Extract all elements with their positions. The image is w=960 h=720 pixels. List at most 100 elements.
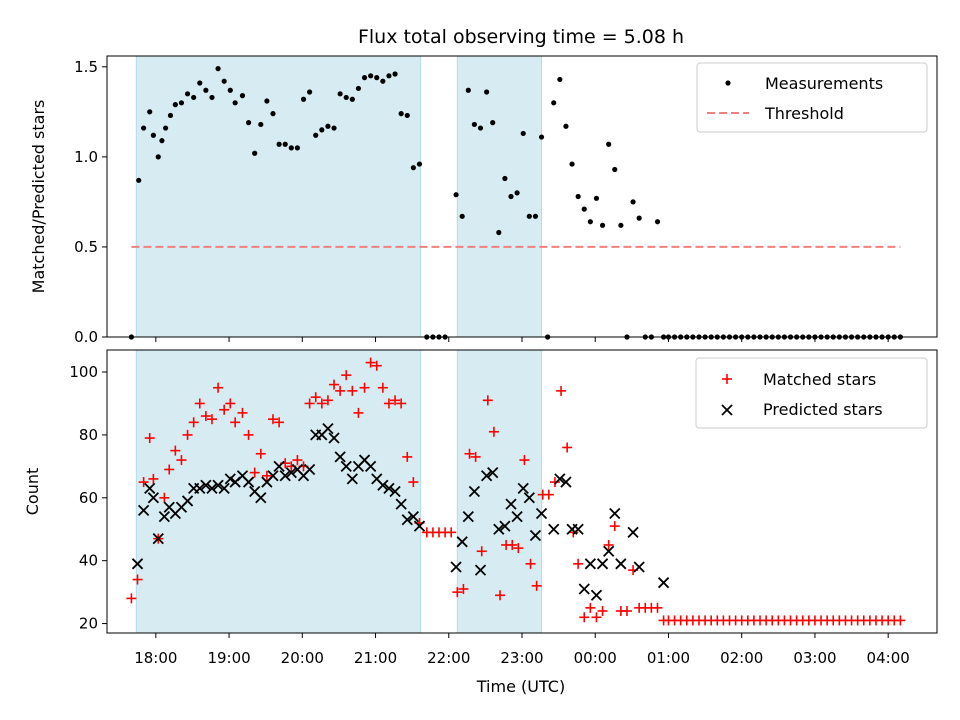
bottom-data-points	[126, 357, 906, 626]
measurement-point	[147, 109, 153, 115]
matched-star-point	[396, 398, 407, 409]
matched-star-point	[562, 442, 573, 453]
y-tick-label: 60	[79, 489, 98, 507]
predicted-star-point	[480, 470, 493, 482]
measurement-point	[514, 190, 520, 196]
matched-star-point	[488, 426, 499, 437]
y-tick-label: 0.5	[74, 238, 98, 256]
matched-star-point	[591, 612, 602, 623]
matched-star-point	[200, 411, 211, 422]
predicted-star-point	[194, 482, 206, 494]
x-tick-label: 23:00	[500, 649, 543, 667]
predicted-star-point	[572, 523, 584, 535]
x-tick-label: 22:00	[427, 649, 470, 667]
measurement-point	[227, 87, 233, 93]
measurement-point	[502, 175, 508, 182]
predicted-star-point	[590, 589, 603, 601]
measurement-point	[520, 130, 526, 137]
matched-star-point	[402, 451, 413, 462]
predicted-star-point	[273, 460, 285, 472]
x-tick-label: 04:00	[867, 649, 910, 667]
x-tick-label: 03:00	[793, 649, 836, 667]
legend-threshold-label: Threshold	[764, 104, 844, 123]
matched-star-point	[464, 448, 475, 459]
measurement-point	[410, 165, 416, 171]
measurement-point	[593, 195, 600, 201]
measurement-point	[215, 66, 221, 72]
matched-star-point	[597, 605, 608, 616]
predicted-star-point	[633, 561, 645, 573]
measurement-point	[232, 100, 238, 106]
predicted-star-point	[615, 558, 627, 570]
measurement-point	[398, 111, 404, 117]
matched-star-point	[519, 455, 530, 466]
predicted-star-point	[499, 520, 511, 532]
matched-star-point	[310, 392, 321, 403]
matched-star-point	[452, 587, 463, 598]
x-tick-label: 01:00	[647, 649, 690, 667]
matched-star-point	[347, 385, 358, 396]
predicted-star-point	[267, 470, 279, 482]
matched-star-point	[322, 395, 333, 406]
measurement-point	[654, 219, 661, 225]
predicted-star-point	[584, 558, 596, 570]
predicted-star-point	[535, 507, 548, 520]
legend-predicted-label: Predicted stars	[763, 400, 883, 419]
measurement-point	[307, 89, 313, 95]
matched-star-point	[237, 407, 248, 418]
matched-star-point	[895, 615, 906, 626]
matched-star-point	[470, 451, 481, 462]
matched-star-point	[255, 448, 266, 459]
predicted-star-point	[224, 473, 236, 485]
predicted-star-point	[152, 533, 164, 545]
predicted-star-point	[450, 561, 462, 573]
measurement-point	[141, 125, 147, 131]
measurement-point	[313, 132, 319, 138]
measurement-point	[136, 177, 142, 183]
measurement-point	[319, 127, 325, 133]
measurement-point	[264, 98, 270, 104]
matched-star-point	[371, 360, 382, 371]
matched-star-point	[268, 414, 278, 425]
measurement-point	[245, 120, 252, 126]
measurement-point	[374, 75, 380, 81]
predicted-star-point	[627, 526, 639, 539]
shaded-interval	[135, 55, 422, 338]
matched-star-point	[549, 477, 560, 488]
x-tick-label: 21:00	[354, 649, 397, 667]
matched-star-point	[458, 583, 469, 594]
y-tick-label: 1.5	[74, 58, 98, 76]
measurement-point	[209, 94, 215, 101]
measurement-point	[630, 199, 636, 205]
predicted-star-point	[303, 463, 316, 476]
shaded-interval	[135, 349, 422, 634]
measurement-point	[532, 213, 539, 219]
measurement-point	[288, 145, 294, 151]
measurement-point	[150, 132, 156, 138]
matched-star-point	[261, 470, 272, 481]
measurement-point	[581, 206, 587, 212]
matched-star-point	[513, 543, 524, 554]
predicted-star-point	[212, 479, 224, 491]
matched-star-point	[335, 385, 346, 396]
predicted-star-point	[144, 482, 156, 494]
top-y-axis-label: Matched/Predicted stars	[29, 100, 48, 294]
top-chart: 0.0 0.5 1.0 1.5 Matched/Predicted stars Mea…	[29, 55, 938, 346]
predicted-star-point	[334, 451, 346, 463]
measurement-point	[355, 85, 362, 92]
measurement-point	[343, 94, 349, 101]
legend-box	[695, 357, 928, 429]
measurement-point	[490, 120, 496, 126]
matched-star-point	[408, 477, 419, 488]
bottom-x-axis-label: Time (UTC)	[476, 677, 565, 696]
matched-star-point	[329, 379, 340, 390]
predicted-star-point	[200, 479, 212, 491]
matched-star-point	[274, 417, 285, 428]
matched-star-point	[359, 382, 370, 393]
top-y-axis: 0.0 0.5 1.0 1.5	[74, 58, 107, 346]
matched-star-point	[621, 605, 632, 616]
predicted-star-point	[413, 520, 426, 532]
predicted-star-point	[322, 422, 334, 435]
matched-star-point	[292, 455, 303, 466]
